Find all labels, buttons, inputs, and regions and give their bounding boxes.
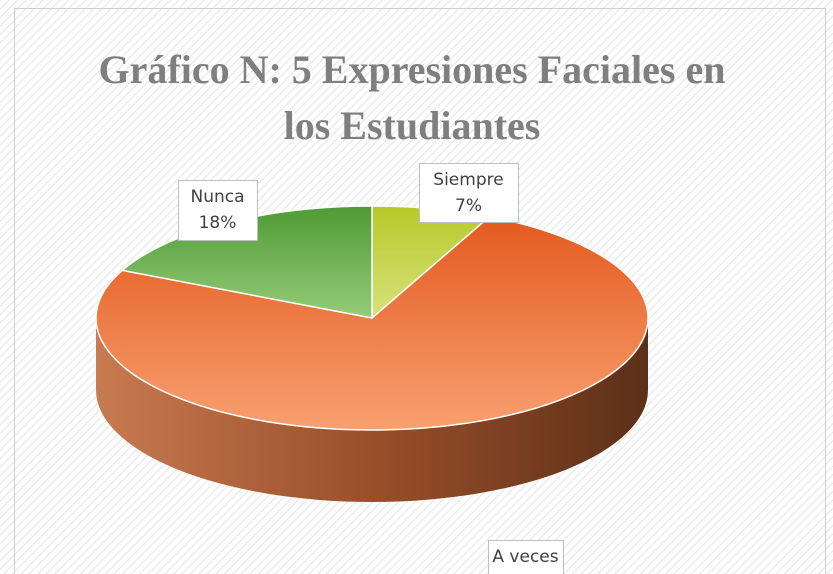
chart-border bbox=[14, 8, 826, 574]
data-label-box bbox=[488, 540, 564, 574]
chart-title: Gráfico N: 5 Expresiones Faciales en los… bbox=[98, 47, 726, 148]
data-label-box bbox=[419, 163, 519, 223]
data-label-category: Nunca bbox=[190, 187, 244, 207]
data-label-value: 7% bbox=[455, 196, 482, 216]
pie-slice bbox=[95, 215, 649, 431]
pie-side bbox=[96, 318, 648, 502]
data-label-value: 18% bbox=[199, 213, 237, 233]
data-label-category: A veces bbox=[492, 547, 558, 567]
data-label-category: Siempre bbox=[433, 170, 503, 190]
data-label-box bbox=[178, 180, 258, 241]
